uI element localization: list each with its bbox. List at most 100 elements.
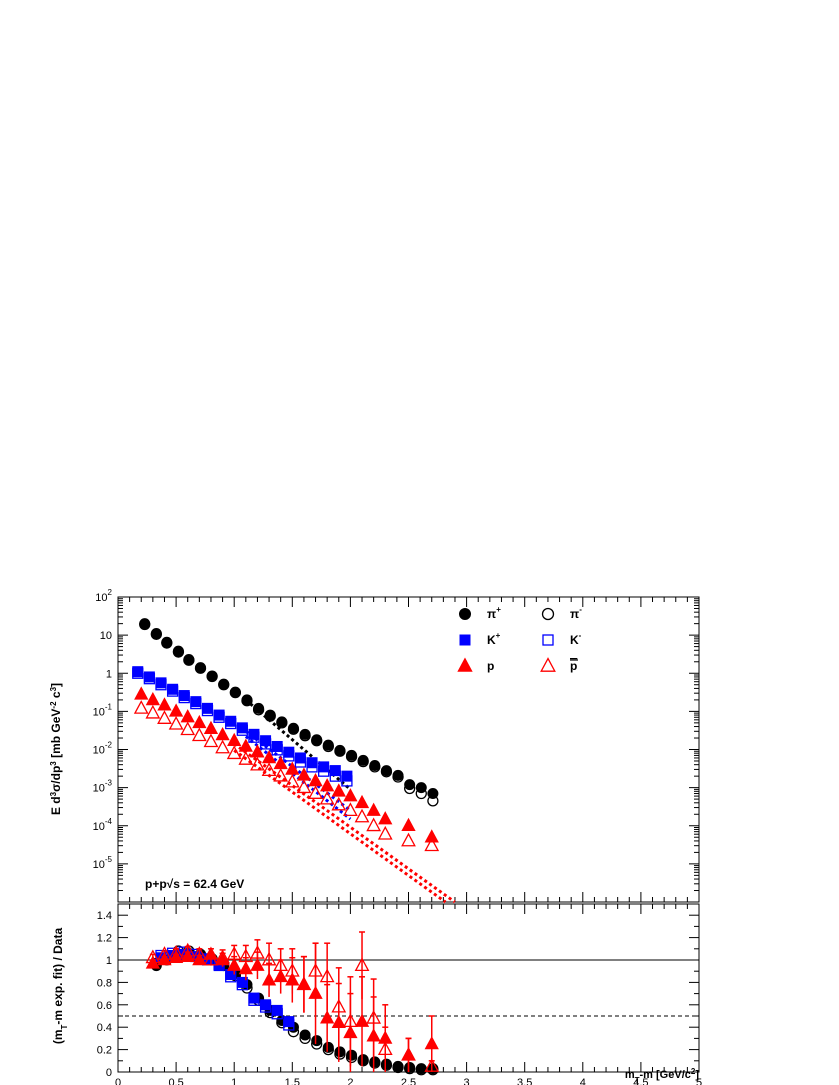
k_minus-ratio-point bbox=[259, 1001, 272, 1013]
pbar-point bbox=[366, 817, 382, 832]
pbar-ratio-point bbox=[180, 942, 196, 957]
y-tick-label: 10-5 bbox=[93, 855, 113, 871]
pbar-point bbox=[203, 733, 219, 748]
pbar-ratio-point bbox=[203, 951, 219, 966]
k_plus-point bbox=[294, 752, 306, 764]
legend-pbar-label: p bbox=[570, 659, 577, 673]
legend-pi_minus-label: π- bbox=[570, 605, 582, 621]
k_minus-point bbox=[236, 724, 248, 736]
pi_plus-ratio-point bbox=[311, 1035, 323, 1047]
pbar-ratio-point bbox=[331, 998, 347, 1013]
pi_minus-point bbox=[404, 782, 416, 795]
pbar-ratio-point bbox=[284, 962, 300, 977]
pbar-ratio-point bbox=[250, 945, 265, 959]
pbar-point bbox=[284, 773, 300, 788]
p-point bbox=[343, 788, 358, 802]
k_minus-point bbox=[155, 679, 167, 691]
pi_minus-point bbox=[345, 750, 358, 763]
pbar-point bbox=[250, 756, 265, 771]
pbar-ratio-point bbox=[238, 948, 254, 963]
pi_minus-point bbox=[334, 745, 346, 757]
pi_minus-point bbox=[299, 730, 311, 742]
spectra-y-ticks: 102 10 1 10-1 10-2 10-3 10-4 10-5 bbox=[93, 588, 699, 903]
x-tick-label: 1.5 bbox=[285, 1077, 300, 1085]
pi_minus-point bbox=[357, 756, 369, 768]
p-point bbox=[168, 703, 184, 717]
pbar-point bbox=[343, 802, 358, 817]
k_plus-point bbox=[306, 757, 318, 769]
pbar-point bbox=[226, 745, 242, 760]
k_plus-point bbox=[283, 746, 295, 758]
ratio-data-points bbox=[145, 931, 440, 1076]
ratio-y-axis-label: (mT-m exp. fit) / Data bbox=[51, 928, 69, 1045]
k_minus-point bbox=[271, 744, 283, 756]
pbar-point bbox=[308, 785, 323, 799]
p-ratio-point bbox=[424, 1036, 439, 1050]
pi_minus-ratio-point bbox=[404, 1062, 416, 1075]
pi_plus-ratio-point bbox=[334, 1046, 346, 1058]
pbar-point bbox=[215, 739, 230, 754]
pi_plus-point bbox=[415, 782, 427, 794]
y-tick-label: 0.8 bbox=[97, 977, 112, 989]
pbar-point bbox=[273, 767, 289, 782]
k_minus-point bbox=[318, 765, 330, 777]
p-point bbox=[250, 744, 265, 758]
pbar-point bbox=[133, 700, 149, 714]
pi_minus-point bbox=[264, 710, 276, 722]
y-tick-label: 0.4 bbox=[97, 1022, 112, 1034]
spectra-x-ticks bbox=[117, 597, 700, 902]
pbar-point bbox=[157, 710, 172, 724]
k_minus-point bbox=[143, 673, 156, 685]
legend-pi_plus-marker bbox=[459, 608, 471, 620]
k_minus-point bbox=[132, 667, 144, 679]
exp-fit-line bbox=[244, 735, 352, 821]
pi_minus-ratio-point bbox=[357, 1055, 369, 1067]
x-tick-label: 3.5 bbox=[517, 1077, 532, 1085]
pbar-point bbox=[354, 808, 370, 823]
pi_minus-point bbox=[161, 637, 173, 649]
legend-k_minus-label: K- bbox=[570, 631, 582, 647]
p-point bbox=[354, 794, 370, 809]
p-ratio-point bbox=[227, 957, 242, 971]
x-tick-label: 0.5 bbox=[168, 1077, 183, 1085]
legend-pbar-marker bbox=[540, 657, 556, 672]
k_minus-point bbox=[190, 697, 202, 710]
pi_minus-point bbox=[252, 704, 265, 716]
x-tick-label: 2 bbox=[347, 1077, 353, 1085]
pi_minus-point bbox=[241, 695, 253, 707]
p-point bbox=[134, 686, 149, 700]
k_minus-ratio-point bbox=[225, 971, 237, 983]
pi_minus-point bbox=[392, 771, 404, 783]
legend-k_plus-marker bbox=[459, 634, 471, 646]
spectra-data-points bbox=[132, 618, 440, 852]
pbar-point bbox=[238, 751, 254, 765]
x-tick-label: 4.5 bbox=[633, 1077, 648, 1085]
legend-k_minus-marker bbox=[542, 634, 554, 646]
pbar-ratio-point bbox=[273, 957, 289, 972]
p-point bbox=[401, 817, 416, 832]
k_minus-point bbox=[166, 685, 179, 697]
pi_minus-point bbox=[218, 679, 230, 691]
spectra-plot-frame bbox=[117, 596, 700, 903]
ratio-reference-lines bbox=[118, 959, 699, 1017]
x-tick-label: 1 bbox=[231, 1077, 237, 1085]
y-tick-label: 10-4 bbox=[93, 817, 113, 833]
pi_minus-point bbox=[172, 646, 185, 658]
k_plus-point bbox=[201, 702, 213, 714]
pbar-ratio-point bbox=[261, 951, 277, 966]
p-point bbox=[366, 802, 381, 816]
spectra-panel: 102 10 1 10-1 10-2 10-3 10-4 10-5 E d3σ/dp3 [mb… bbox=[49, 588, 700, 904]
ratio-panel: 0 0.2 0.4 0.6 0.8 1 1.2 1.4 0 0.5 1 1.5 2 2.5 3 3.5 4 4.… bbox=[51, 903, 702, 1085]
k_minus-ratio-point bbox=[271, 1008, 283, 1020]
pbar-point bbox=[168, 715, 184, 730]
p-point bbox=[378, 811, 393, 825]
x-tick-label: 5 bbox=[696, 1077, 702, 1085]
pbar-ratio-point bbox=[226, 946, 242, 960]
pbar-ratio-point bbox=[377, 1041, 393, 1056]
k_plus-point bbox=[260, 735, 272, 747]
pi_plus-ratio-point bbox=[346, 1049, 358, 1061]
y-tick-label: 0 bbox=[106, 1067, 112, 1079]
pbar-ratio-point bbox=[343, 1013, 358, 1028]
pbar-point bbox=[424, 837, 440, 852]
x-tick-label: 4 bbox=[580, 1077, 586, 1085]
